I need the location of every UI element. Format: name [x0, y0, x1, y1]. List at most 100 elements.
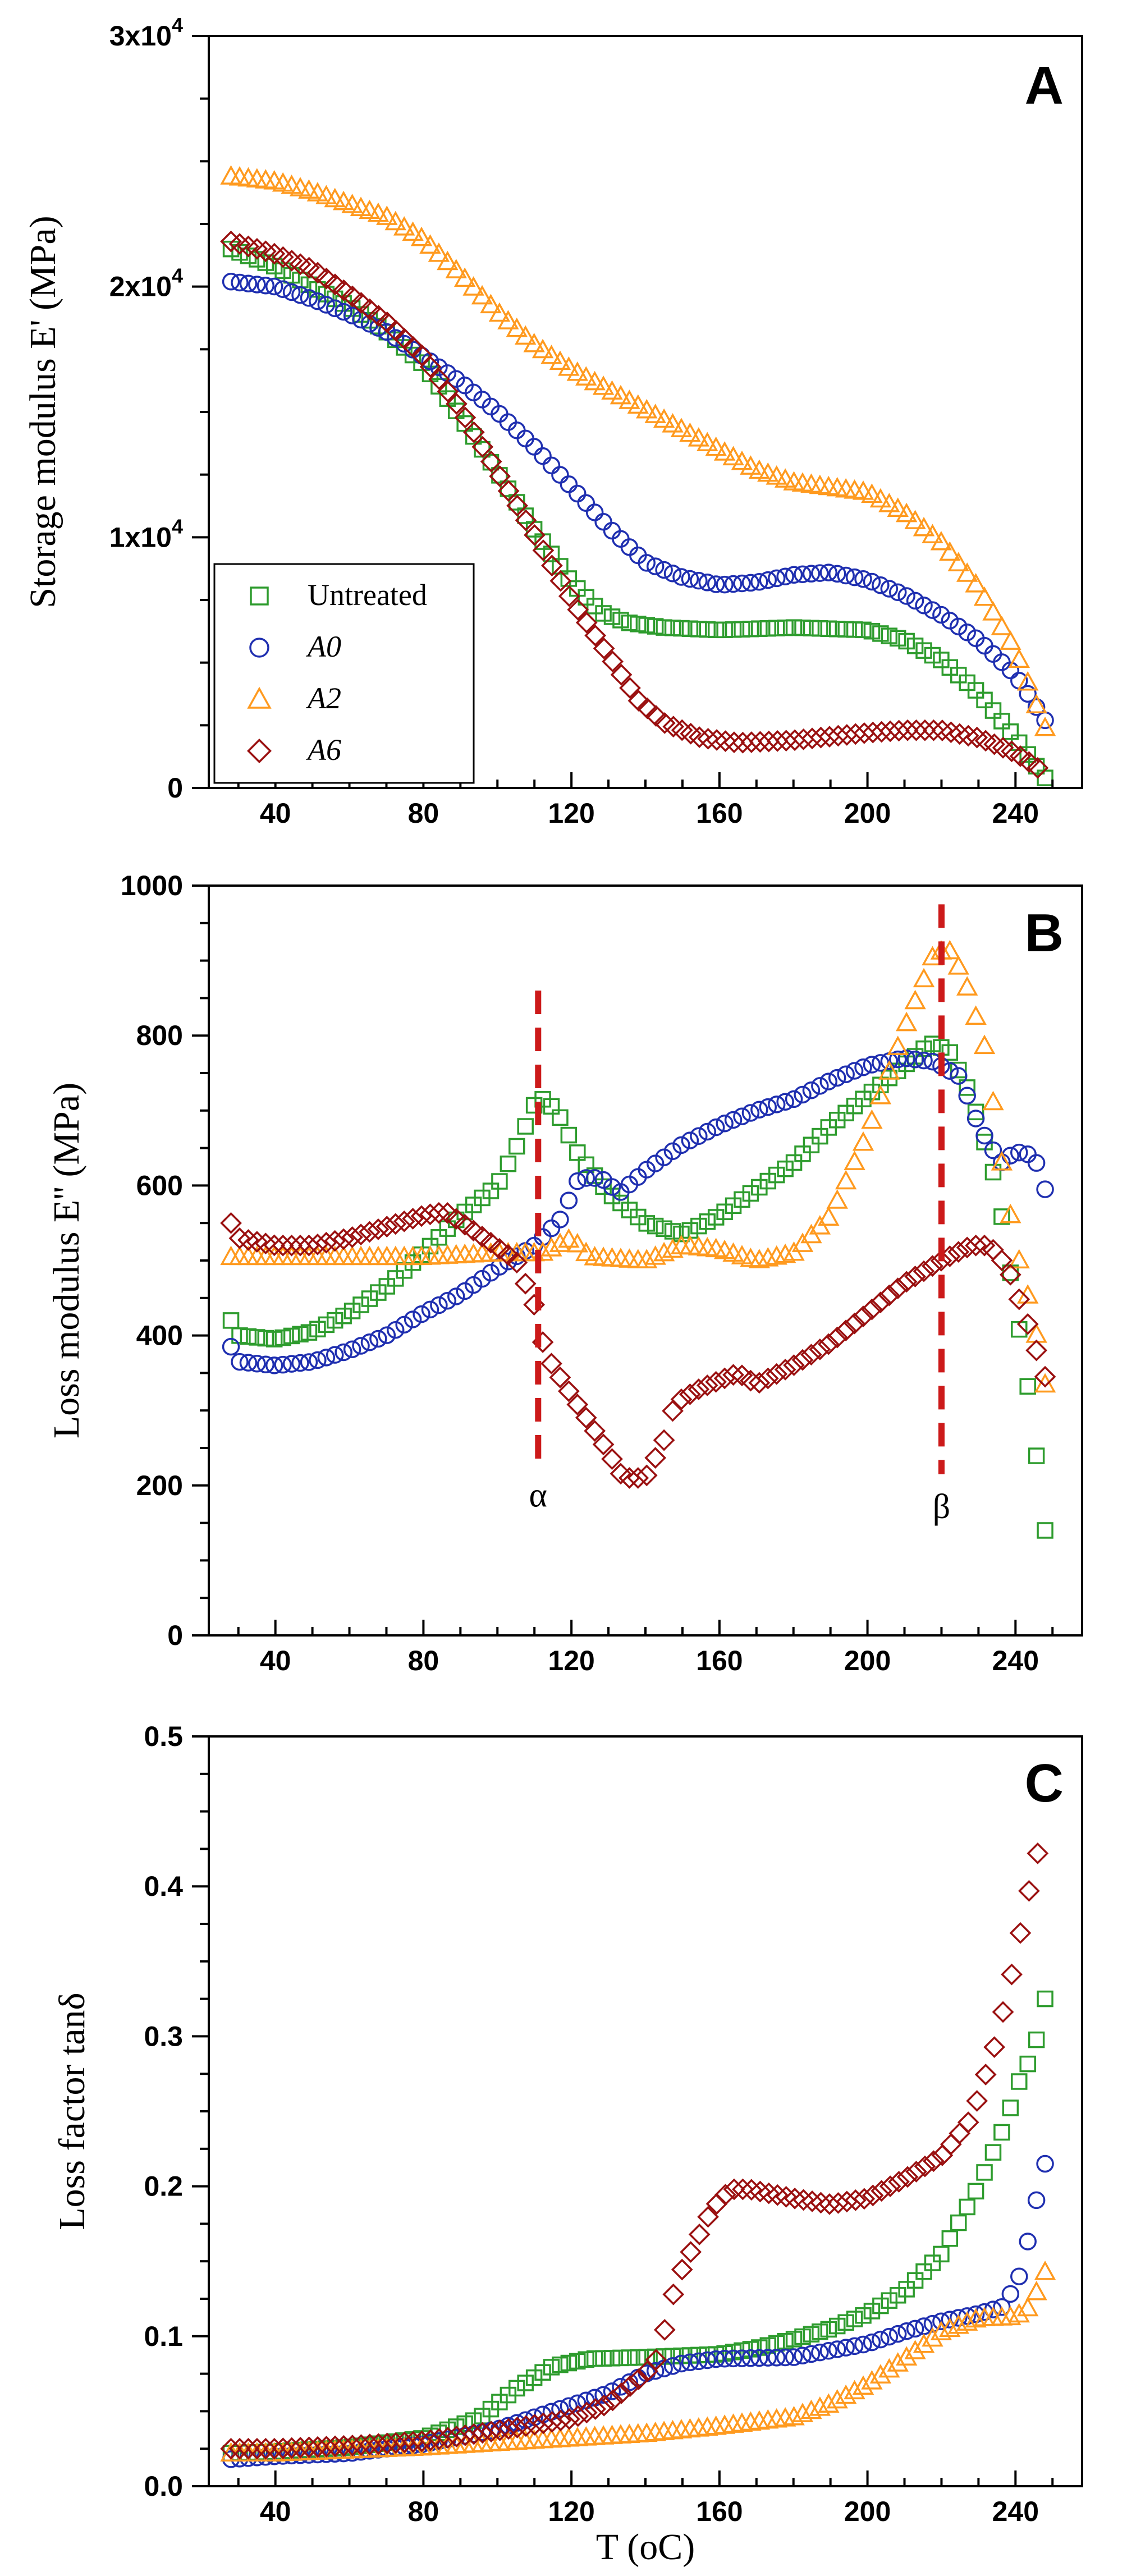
data-point-a2	[566, 1232, 589, 1253]
data-point-a6	[853, 2188, 876, 2210]
data-point-a6	[602, 2389, 624, 2412]
data-point-a6	[645, 2349, 667, 2371]
data-point-a0	[569, 2394, 587, 2413]
data-point-a2	[453, 267, 476, 287]
data-point-a6	[949, 723, 971, 745]
data-point-a6	[514, 1272, 537, 1295]
data-point-a6	[662, 2283, 685, 2305]
data-point-a6	[584, 2398, 607, 2420]
data-point-untreated	[352, 306, 369, 323]
data-point-a6	[575, 2401, 598, 2424]
data-point-a2	[306, 182, 329, 201]
data-point-a6	[826, 1326, 849, 1349]
data-point-a0	[560, 475, 578, 493]
data-point-a6	[810, 726, 832, 749]
data-point-untreated	[777, 2332, 794, 2350]
data-point-untreated	[265, 1331, 283, 1347]
data-point-untreated	[569, 1144, 586, 1161]
data-point-a0	[378, 1326, 396, 1344]
data-point-a0	[430, 358, 448, 377]
y-tick-label: 600	[136, 1170, 183, 1201]
data-point-untreated	[759, 1172, 777, 1190]
panel-a-legend-box	[213, 563, 475, 784]
data-point-untreated	[984, 1163, 1002, 1181]
data-point-a2	[419, 234, 441, 254]
data-point-a2	[697, 432, 718, 452]
data-point-untreated	[656, 2348, 672, 2365]
data-point-a6	[723, 731, 745, 754]
data-point-untreated	[647, 1217, 664, 1235]
data-point-a0	[863, 572, 881, 591]
data-point-a6	[940, 2133, 962, 2156]
y-tick-label: 0.3	[144, 2020, 183, 2052]
data-point-untreated	[690, 621, 707, 638]
data-point-untreated	[906, 2272, 924, 2289]
data-point-a6	[557, 1380, 580, 1402]
data-point-a6	[671, 719, 693, 741]
y-tick-label-base: 2x10	[109, 271, 172, 302]
x-tick-label: 40	[260, 2496, 291, 2527]
data-point-a6	[784, 729, 806, 751]
data-point-untreated	[361, 1290, 378, 1307]
data-point-a6	[713, 1367, 736, 1390]
data-point-a6	[879, 2175, 901, 2197]
data-point-a2	[315, 185, 337, 205]
data-point-untreated	[560, 1126, 578, 1144]
data-point-a0	[560, 1191, 578, 1209]
data-point-a0	[690, 571, 708, 590]
data-point-a6	[774, 1359, 796, 1381]
data-point-a6	[791, 1349, 814, 1371]
data-point-a2	[1025, 2281, 1047, 2300]
data-point-a6	[437, 2427, 459, 2449]
data-point-a6	[871, 721, 893, 743]
data-point-untreated	[777, 619, 794, 636]
data-point-a2	[982, 1090, 1004, 1111]
data-point-a2	[592, 375, 615, 395]
data-point-a0	[767, 1096, 786, 1113]
data-point-untreated	[352, 1296, 369, 1313]
data-point-a0	[837, 2339, 855, 2357]
data-point-a2	[922, 946, 943, 966]
data-point-a6	[541, 554, 563, 577]
data-point-untreated	[1002, 2100, 1019, 2116]
data-point-a0	[594, 2386, 612, 2404]
data-point-a0	[707, 2350, 725, 2368]
data-point-a6	[835, 1319, 857, 1342]
data-point-a6	[367, 1218, 390, 1240]
data-point-a6	[462, 1220, 485, 1242]
data-point-a0	[906, 1050, 924, 1069]
data-point-a6	[532, 2412, 555, 2435]
data-point-a2	[869, 488, 892, 508]
series-untreated-b	[222, 1035, 1053, 1539]
data-point-a6	[784, 2187, 806, 2210]
data-point-a2	[324, 187, 346, 208]
data-point-a0	[1010, 1143, 1028, 1162]
data-point-a0	[950, 617, 968, 636]
data-point-a6	[627, 2368, 650, 2390]
data-point-a6	[489, 465, 511, 488]
data-point-untreated	[656, 619, 672, 636]
data-point-a6	[844, 723, 867, 745]
data-point-a2	[826, 2389, 848, 2409]
data-point-untreated	[517, 1118, 534, 1135]
data-point-a2	[973, 1034, 996, 1055]
data-point-a2	[1034, 2261, 1056, 2280]
data-point-a2	[488, 302, 511, 322]
data-point-a0	[404, 1310, 422, 1328]
data-point-a2	[956, 562, 978, 582]
data-point-untreated	[794, 2328, 811, 2345]
data-point-untreated	[430, 1229, 447, 1246]
data-point-a0	[707, 1118, 725, 1136]
data-point-a2	[332, 190, 355, 210]
data-point-a0	[915, 1051, 933, 1070]
data-point-a6	[524, 2414, 546, 2436]
data-point-a2	[410, 226, 433, 246]
data-point-untreated	[898, 2281, 915, 2298]
data-point-a2	[774, 1243, 796, 1263]
data-point-a0	[317, 296, 336, 314]
data-point-a6	[419, 1203, 441, 1226]
data-point-a6	[237, 235, 259, 258]
data-point-a0	[256, 276, 275, 295]
data-point-untreated	[812, 620, 828, 637]
data-point-a6	[817, 1333, 840, 1355]
